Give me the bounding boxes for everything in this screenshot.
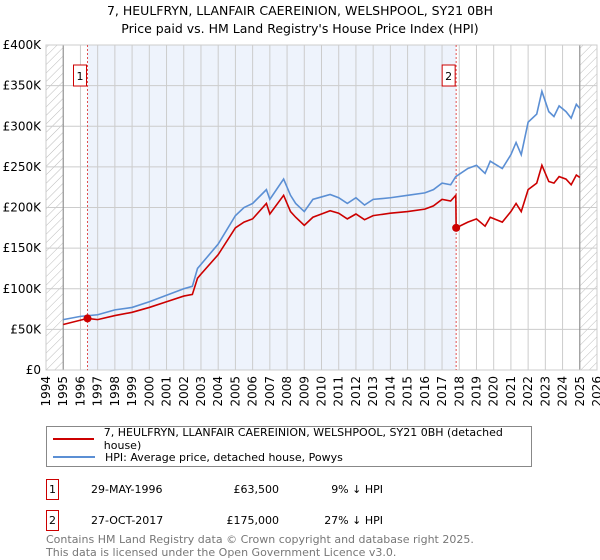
- price-chart: 1994 1995 1996 1997 1998 1999 2000 2001 2002 2003…: [3, 38, 600, 407]
- sale-row-1: 1 29-MAY-1996 £63,500 9% ↓ HPI: [46, 478, 383, 500]
- footer-copyright: Contains HM Land Registry data © Crown c…: [46, 533, 474, 546]
- x-tick-label: 2023: [538, 376, 552, 407]
- sale-label-box: [72, 64, 87, 87]
- x-tick-label: 2009: [297, 376, 311, 407]
- sale-date: 29-MAY-1996: [91, 482, 163, 496]
- x-tick-label: 2004: [211, 376, 225, 407]
- sale-label: 1: [76, 70, 83, 83]
- chart-subtitle: Price paid vs. HM Land Registry's House …: [121, 21, 479, 36]
- legend-label: HPI: Average price, detached house, Powy…: [105, 450, 343, 464]
- x-tick-label: 2000: [142, 376, 156, 407]
- x-tick-label: 2007: [263, 376, 277, 407]
- y-tick-label: £200K: [3, 201, 43, 215]
- legend-swatch-red: [53, 438, 94, 440]
- x-tick-label: 1995: [56, 376, 70, 407]
- sale-hpi-diff: 9% ↓ HPI: [331, 482, 383, 496]
- x-tick-label: 2003: [194, 376, 208, 407]
- series-line-property: [63, 162, 581, 326]
- x-tick-label: 2010: [315, 376, 329, 407]
- y-tick-label: £100K: [3, 282, 43, 296]
- y-tick-label: £150K: [3, 241, 43, 255]
- x-tick-label: 2024: [556, 376, 570, 407]
- y-tick-label: £350K: [3, 79, 43, 93]
- y-tick-label: £250K: [3, 160, 43, 174]
- x-tick-label: 2011: [332, 376, 346, 407]
- sale-hpi-diff: 27% ↓ HPI: [324, 513, 383, 527]
- x-tick-label: 1998: [108, 376, 122, 407]
- sale-point: [83, 314, 92, 323]
- y-tick-label: £400K: [3, 38, 43, 52]
- legend-label: 7, HEULFRYN, LLANFAIR CAEREINION, WELSHP…: [103, 426, 503, 452]
- x-tick-label: 2002: [177, 376, 191, 407]
- y-tick-label: £50K: [10, 322, 42, 336]
- y-tick-label: £300K: [3, 119, 43, 133]
- x-tick-label: 1994: [39, 376, 53, 407]
- x-tick-label: 1996: [73, 376, 87, 407]
- x-tick-label: 2017: [435, 376, 449, 407]
- x-tick-label: 2014: [383, 376, 397, 407]
- series-line-hpi: [63, 88, 581, 321]
- legend: 7, HEULFRYN, LLANFAIR CAEREINION, WELSHP…: [46, 426, 532, 467]
- sale-label: 2: [445, 70, 452, 83]
- legend-item-property: 7, HEULFRYN, LLANFAIR CAEREINION, WELSHP…: [53, 426, 531, 452]
- sale-price: £63,500: [233, 482, 280, 496]
- x-tick-label: 1997: [91, 376, 105, 407]
- x-tick-label: 2021: [504, 376, 518, 407]
- x-tick-label: 2020: [487, 376, 501, 407]
- legend-swatch-blue: [53, 456, 95, 458]
- sale-label-box: [441, 64, 456, 87]
- x-tick-label: 2022: [521, 376, 535, 407]
- y-tick-label: £0: [26, 363, 41, 377]
- x-tick-label: 2006: [246, 376, 260, 407]
- x-tick-label: 2008: [280, 376, 294, 407]
- plot-frame: [45, 44, 598, 371]
- x-tick-label: 2005: [228, 376, 242, 407]
- sale-point: [452, 223, 461, 232]
- footer-licence: This data is licensed under the Open Gov…: [46, 546, 397, 559]
- chart-title: 7, HEULFRYN, LLANFAIR CAEREINION, WELSHP…: [106, 3, 494, 18]
- x-tick-label: 2016: [418, 376, 432, 407]
- sale-date: 27-OCT-2017: [91, 513, 164, 527]
- x-tick-label: 2018: [452, 376, 466, 407]
- x-tick-label: 2015: [401, 376, 415, 407]
- sale-row-2: 2 27-OCT-2017 £175,000 27% ↓ HPI: [46, 509, 383, 531]
- legend-item-hpi: HPI: Average price, detached house, Powy…: [53, 449, 343, 465]
- sale-marker: 2: [46, 509, 59, 531]
- x-tick-label: 2013: [366, 376, 380, 407]
- sale-marker: 1: [46, 478, 59, 500]
- x-tick-label: 1999: [125, 376, 139, 407]
- x-tick-label: 2026: [590, 376, 600, 407]
- x-tick-label: 2012: [349, 376, 363, 407]
- x-tick-label: 2025: [573, 376, 587, 407]
- x-tick-label: 2001: [160, 376, 174, 407]
- x-tick-label: 2019: [469, 376, 483, 407]
- sale-price: £175,000: [226, 513, 280, 527]
